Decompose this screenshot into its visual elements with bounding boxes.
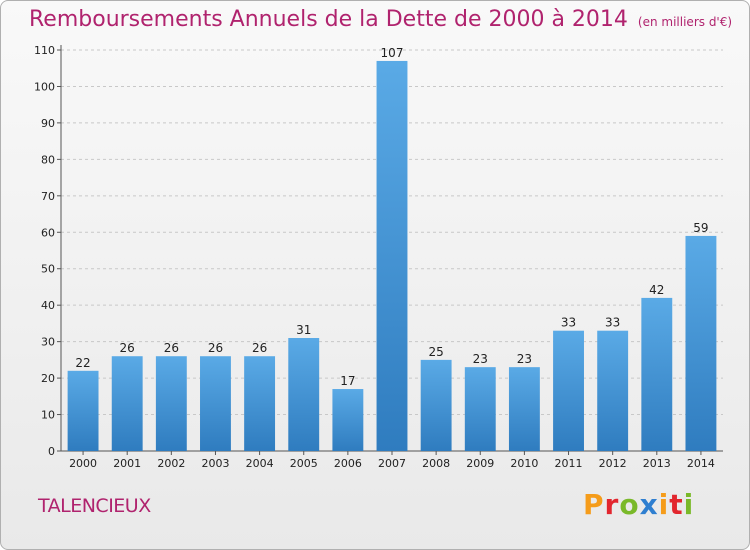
x-tick-label: 2009 (466, 457, 494, 470)
bar-2002 (155, 356, 187, 451)
x-tick-label: 2005 (290, 457, 318, 470)
y-tick-label: 70 (41, 190, 55, 203)
chart-subtitle: (en milliers d'€) (637, 15, 733, 29)
data-label: 23 (517, 352, 532, 366)
bar-2001 (111, 356, 143, 451)
logo-letter: x (639, 488, 659, 521)
bar-2005 (288, 337, 320, 451)
x-tick-label: 2007 (378, 457, 406, 470)
proxiti-logo: Proxiti (583, 488, 694, 521)
x-tick-label: 2013 (643, 457, 671, 470)
bar-2010 (508, 367, 540, 451)
x-tick-label: 2011 (555, 457, 583, 470)
chart-title: Remboursements Annuels de la Dette de 20… (29, 7, 733, 32)
data-label: 33 (605, 316, 620, 330)
logo-letter: t (669, 488, 684, 521)
y-tick-label: 60 (41, 226, 55, 239)
data-label: 17 (340, 374, 355, 388)
y-tick-label: 110 (34, 44, 55, 57)
data-label: 31 (296, 323, 311, 337)
data-label: 26 (120, 341, 135, 355)
bar-2004 (244, 356, 276, 451)
data-label: 26 (252, 341, 267, 355)
y-tick-label: 30 (41, 336, 55, 349)
bar-2008 (420, 359, 452, 451)
bar-2006 (332, 389, 364, 451)
data-label: 107 (381, 46, 404, 60)
x-tick-label: 2006 (334, 457, 362, 470)
data-label: 22 (75, 356, 90, 370)
bar-2014 (685, 235, 717, 451)
bar-2013 (641, 297, 673, 451)
bar-2007 (376, 60, 408, 451)
logo-letter: P (583, 488, 605, 521)
data-label: 26 (208, 341, 223, 355)
x-tick-label: 2008 (422, 457, 450, 470)
bar-2009 (464, 367, 496, 451)
x-tick-label: 2010 (510, 457, 538, 470)
bar-2011 (553, 330, 584, 451)
y-tick-label: 0 (48, 445, 55, 458)
data-label: 59 (693, 221, 708, 235)
y-tick-label: 40 (41, 299, 55, 312)
y-tick-label: 90 (41, 117, 55, 130)
data-label: 26 (164, 341, 179, 355)
logo-letter: i (658, 488, 670, 521)
y-tick-label: 10 (41, 409, 55, 422)
logo-letter: o (619, 488, 640, 521)
y-tick-label: 50 (41, 263, 55, 276)
x-tick-label: 2003 (201, 457, 229, 470)
x-tick-label: 2001 (113, 457, 141, 470)
data-label: 23 (473, 352, 488, 366)
bar-2000 (67, 370, 99, 451)
x-tick-label: 2012 (599, 457, 627, 470)
x-tick-label: 2000 (69, 457, 97, 470)
data-label: 33 (561, 316, 576, 330)
bar-2012 (597, 330, 629, 451)
y-tick-label: 100 (34, 80, 55, 93)
logo-letter: r (604, 488, 620, 521)
bar-2003 (200, 356, 231, 451)
logo-letter: i (683, 488, 695, 521)
data-label: 25 (428, 345, 443, 359)
x-tick-label: 2014 (687, 457, 715, 470)
data-label: 42 (649, 283, 664, 297)
y-tick-label: 20 (41, 372, 55, 385)
x-tick-label: 2002 (157, 457, 185, 470)
commune-name: TALENCIEUX (38, 495, 151, 517)
y-tick-label: 80 (41, 153, 55, 166)
x-tick-label: 2004 (246, 457, 274, 470)
